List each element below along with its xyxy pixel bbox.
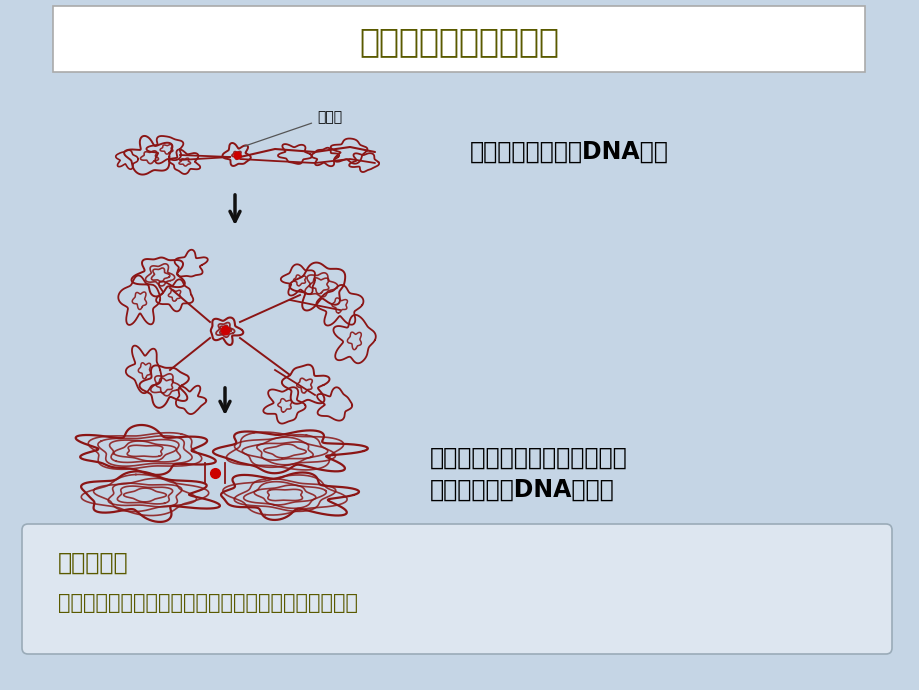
Text: 观察思考：: 观察思考： <box>58 551 129 575</box>
Text: 染色体与姐妹染色单体: 染色体与姐妹染色单体 <box>358 26 559 59</box>
Text: 一条染色体由两条姐妹染色单体: 一条染色体由两条姐妹染色单体 <box>429 446 627 470</box>
Text: 一条染色体含一个DNA分子: 一条染色体含一个DNA分子 <box>470 140 668 164</box>
Text: 着丝点: 着丝点 <box>244 110 342 146</box>
Text: 组成，含两个DNA分子。: 组成，含两个DNA分子。 <box>429 478 614 502</box>
Text: 细胞核内的一条染色质长丝经过间期发生了什么变化？: 细胞核内的一条染色质长丝经过间期发生了什么变化？ <box>58 593 357 613</box>
FancyBboxPatch shape <box>22 524 891 654</box>
FancyBboxPatch shape <box>53 6 864 72</box>
